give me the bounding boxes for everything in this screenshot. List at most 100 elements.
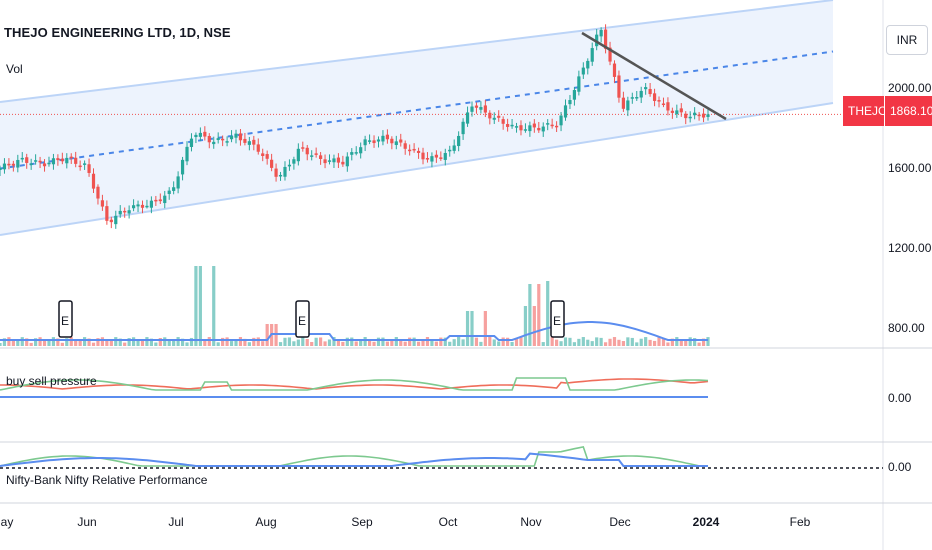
volume-bar <box>599 337 603 346</box>
candle-body <box>488 112 492 119</box>
volume-bar <box>74 340 78 346</box>
candle-body <box>670 110 674 113</box>
candle-body <box>185 146 189 162</box>
candle-body <box>666 102 670 111</box>
volume-bar <box>372 341 376 346</box>
candle-body <box>434 154 438 158</box>
candle-body <box>87 164 91 173</box>
candle-body <box>310 155 314 157</box>
candle-body <box>145 205 149 208</box>
volume-bar <box>252 337 256 346</box>
candle-body <box>399 139 403 143</box>
earnings-marker <box>58 300 73 338</box>
volume-bar <box>105 340 109 346</box>
volume-bar <box>697 342 701 346</box>
volume-bar <box>292 341 296 346</box>
x-tick-label: Feb <box>790 515 811 529</box>
candle-body <box>278 174 283 177</box>
relative-performance-label: Nifty-Bank Nifty Relative Performance <box>6 473 208 487</box>
volume-bar <box>265 324 269 346</box>
volume-bar <box>261 341 265 346</box>
volume-bar <box>354 341 358 346</box>
candle-body <box>514 126 519 128</box>
volume-bar <box>100 337 105 346</box>
volume-bar <box>301 337 305 346</box>
volume-label: Vol <box>6 62 23 76</box>
candle-body <box>225 141 229 143</box>
volume-bar <box>118 338 122 346</box>
volume-bar <box>666 342 670 346</box>
x-tick-label: Oct <box>439 515 458 529</box>
volume-bars <box>0 266 710 346</box>
volume-bar <box>167 340 171 346</box>
volume-bar <box>523 306 528 346</box>
volume-bar <box>51 337 56 346</box>
candle-body <box>381 135 385 142</box>
candle-body <box>421 152 425 160</box>
volume-bar <box>136 340 140 346</box>
volume-bar <box>595 337 599 346</box>
candle-body <box>123 210 127 213</box>
x-tick-label: Nov <box>520 515 541 529</box>
candle-body <box>367 140 372 142</box>
volume-bar <box>568 337 572 346</box>
candle-body <box>7 163 11 166</box>
volume-bar <box>563 337 568 346</box>
volume-bar <box>256 337 260 346</box>
volume-bar <box>630 337 634 346</box>
candle-body <box>693 112 697 116</box>
volume-bar <box>376 337 381 346</box>
candle-body <box>261 153 265 156</box>
volume-bar <box>56 338 60 346</box>
volume-bar <box>140 339 145 346</box>
volume-bar <box>83 337 87 346</box>
volume-bar <box>363 337 367 346</box>
volume-bar <box>305 338 309 346</box>
volume-bar <box>688 337 692 346</box>
candle-body <box>83 163 87 165</box>
candle-body <box>684 113 688 119</box>
candle-body <box>354 152 358 154</box>
candles <box>0 24 710 229</box>
candle-body <box>247 141 251 145</box>
candle-body <box>118 210 122 215</box>
candle-body <box>546 123 550 125</box>
volume-bar <box>439 337 443 346</box>
volume-bar <box>20 337 24 346</box>
volume-bar <box>25 338 29 346</box>
volume-bar <box>238 337 243 346</box>
volume-bar <box>617 339 621 346</box>
volume-bar <box>11 340 15 346</box>
sell-pressure-line <box>0 378 709 390</box>
candle-body <box>65 157 69 164</box>
volume-bar <box>350 337 354 346</box>
currency-selector[interactable]: INR <box>886 25 928 55</box>
volume-bar <box>675 337 679 346</box>
candle-body <box>501 119 505 124</box>
volume-bar <box>180 338 185 346</box>
volume-bar <box>65 338 69 346</box>
volume-bar <box>701 338 706 346</box>
candle-body <box>430 156 434 162</box>
candle-body <box>38 160 42 163</box>
volume-bar <box>546 281 550 346</box>
candle-body <box>657 100 661 102</box>
x-tick-label: Jun <box>77 515 96 529</box>
candle-body <box>265 154 269 159</box>
candle-body <box>519 125 523 131</box>
candle-body <box>296 148 300 162</box>
candle-body <box>47 162 51 165</box>
volume-bar <box>158 338 162 346</box>
volume-bar <box>203 339 207 346</box>
candle-body <box>287 164 292 167</box>
candle-body <box>0 168 2 170</box>
candle-body <box>679 108 683 113</box>
volume-bar <box>519 337 523 346</box>
candle-body <box>301 147 305 149</box>
volume-bar <box>684 340 688 346</box>
volume-bar <box>448 341 452 346</box>
candle-body <box>221 138 225 141</box>
volume-bar <box>506 337 510 346</box>
buy-pressure-line <box>0 377 709 391</box>
